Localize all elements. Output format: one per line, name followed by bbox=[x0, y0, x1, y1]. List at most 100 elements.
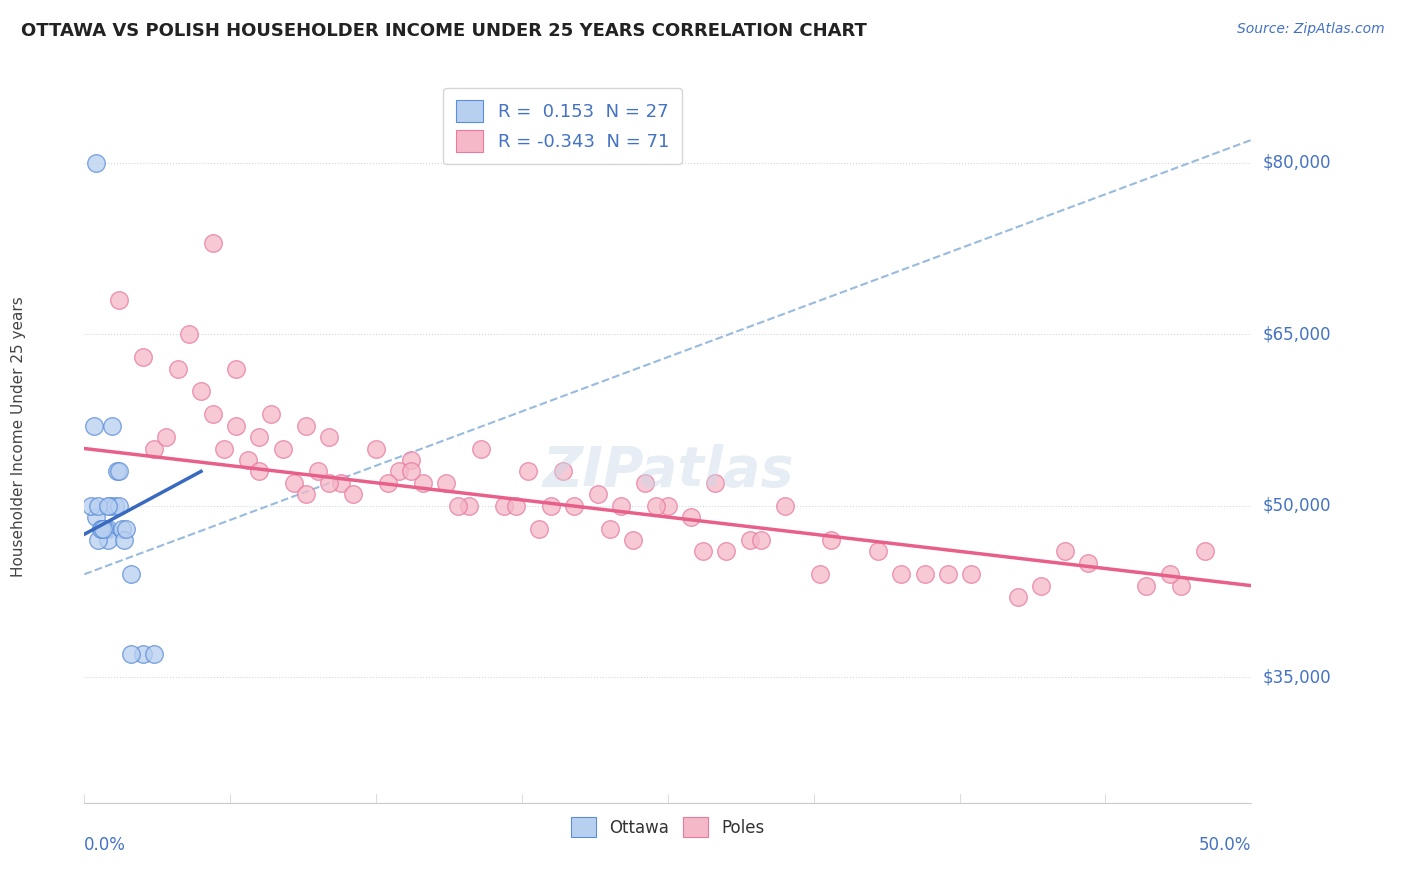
Point bbox=[84, 510, 107, 524]
Point bbox=[599, 521, 621, 535]
Point bbox=[529, 521, 551, 535]
Point bbox=[1031, 579, 1053, 593]
Point bbox=[366, 442, 388, 456]
Point bbox=[179, 327, 201, 342]
Point bbox=[225, 418, 247, 433]
Point bbox=[1007, 590, 1029, 604]
Point bbox=[143, 442, 166, 456]
Point bbox=[820, 533, 842, 547]
Point bbox=[249, 430, 271, 444]
Point bbox=[773, 499, 796, 513]
Point bbox=[87, 533, 110, 547]
Point bbox=[505, 499, 527, 513]
Point bbox=[120, 647, 142, 661]
Point bbox=[91, 521, 114, 535]
Point bbox=[295, 487, 318, 501]
Point bbox=[108, 464, 131, 478]
Text: $80,000: $80,000 bbox=[1263, 153, 1331, 172]
Point bbox=[318, 475, 340, 490]
Point bbox=[318, 430, 340, 444]
Point bbox=[83, 418, 105, 433]
Point bbox=[447, 499, 470, 513]
Point bbox=[120, 567, 142, 582]
Point bbox=[470, 442, 492, 456]
Point bbox=[540, 499, 562, 513]
Point bbox=[98, 499, 121, 513]
Point bbox=[1077, 556, 1099, 570]
Text: $35,000: $35,000 bbox=[1263, 668, 1331, 686]
Point bbox=[201, 235, 224, 250]
Text: Source: ZipAtlas.com: Source: ZipAtlas.com bbox=[1237, 22, 1385, 37]
Point bbox=[190, 384, 212, 399]
Point bbox=[97, 499, 120, 513]
Text: 50.0%: 50.0% bbox=[1199, 836, 1251, 854]
Point bbox=[330, 475, 353, 490]
Point bbox=[111, 521, 134, 535]
Point bbox=[249, 464, 271, 478]
Point bbox=[458, 499, 481, 513]
Point bbox=[586, 487, 609, 501]
Point bbox=[295, 418, 318, 433]
Point bbox=[84, 155, 107, 169]
Point bbox=[143, 647, 166, 661]
Point bbox=[307, 464, 329, 478]
Point bbox=[749, 533, 772, 547]
Point bbox=[808, 567, 831, 582]
Point bbox=[377, 475, 399, 490]
Text: OTTAWA VS POLISH HOUSEHOLDER INCOME UNDER 25 YEARS CORRELATION CHART: OTTAWA VS POLISH HOUSEHOLDER INCOME UNDE… bbox=[21, 22, 868, 40]
Point bbox=[108, 293, 131, 307]
Point bbox=[132, 647, 155, 661]
Point bbox=[283, 475, 305, 490]
Point bbox=[1135, 579, 1157, 593]
Point bbox=[866, 544, 889, 558]
Point bbox=[91, 521, 114, 535]
Point bbox=[621, 533, 644, 547]
Point bbox=[1170, 579, 1192, 593]
Point bbox=[434, 475, 457, 490]
Point bbox=[80, 499, 103, 513]
Point bbox=[201, 407, 224, 421]
Point bbox=[97, 533, 120, 547]
Point bbox=[166, 361, 188, 376]
Point bbox=[633, 475, 655, 490]
Text: $65,000: $65,000 bbox=[1263, 326, 1331, 343]
Legend: Ottawa, Poles: Ottawa, Poles bbox=[562, 809, 773, 846]
Point bbox=[260, 407, 283, 421]
Point bbox=[645, 499, 668, 513]
Point bbox=[657, 499, 679, 513]
Point bbox=[738, 533, 761, 547]
Point bbox=[564, 499, 586, 513]
Point bbox=[399, 464, 422, 478]
Point bbox=[90, 521, 112, 535]
Point bbox=[236, 453, 259, 467]
Text: Householder Income Under 25 years: Householder Income Under 25 years bbox=[11, 297, 25, 577]
Point bbox=[94, 521, 117, 535]
Point bbox=[681, 510, 703, 524]
Point bbox=[132, 350, 155, 364]
Point bbox=[101, 418, 124, 433]
Text: 0.0%: 0.0% bbox=[84, 836, 127, 854]
Point bbox=[104, 499, 127, 513]
Point bbox=[1159, 567, 1181, 582]
Point bbox=[342, 487, 364, 501]
Text: $50,000: $50,000 bbox=[1263, 497, 1331, 515]
Point bbox=[1194, 544, 1216, 558]
Point bbox=[90, 521, 112, 535]
Point bbox=[388, 464, 411, 478]
Point bbox=[115, 521, 138, 535]
Point bbox=[155, 430, 177, 444]
Point bbox=[494, 499, 516, 513]
Point bbox=[703, 475, 725, 490]
Point bbox=[610, 499, 633, 513]
Point bbox=[914, 567, 936, 582]
Point bbox=[112, 533, 135, 547]
Point bbox=[97, 521, 120, 535]
Text: ZIPatlas: ZIPatlas bbox=[543, 444, 793, 499]
Point bbox=[692, 544, 714, 558]
Point bbox=[412, 475, 434, 490]
Point bbox=[936, 567, 959, 582]
Point bbox=[108, 499, 131, 513]
Point bbox=[105, 464, 128, 478]
Point bbox=[87, 499, 110, 513]
Point bbox=[1053, 544, 1076, 558]
